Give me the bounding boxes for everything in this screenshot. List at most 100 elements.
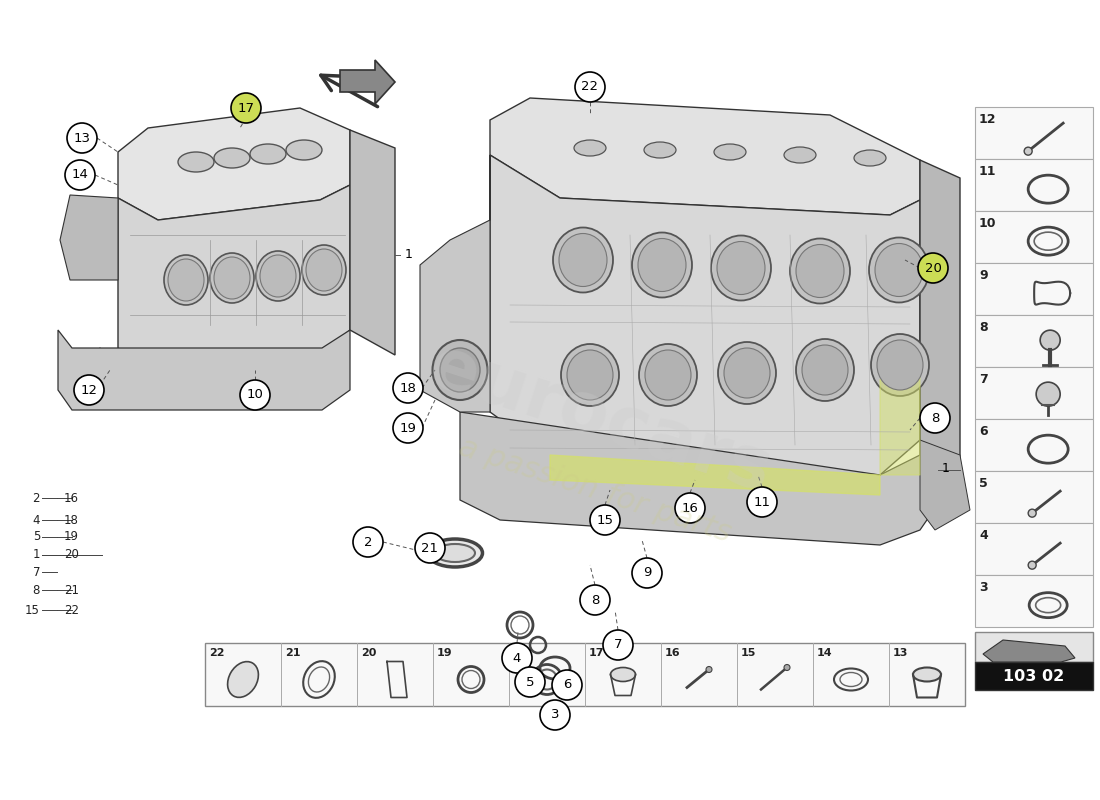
Text: 2: 2 [364,535,372,549]
Text: 16: 16 [682,502,698,514]
Polygon shape [60,348,140,400]
Circle shape [603,630,632,660]
Text: 22: 22 [64,603,79,617]
Text: 19: 19 [437,648,452,658]
Text: 18: 18 [513,648,528,658]
Ellipse shape [644,142,676,158]
Bar [975,575,1093,627]
Ellipse shape [434,544,475,562]
Circle shape [67,123,97,153]
Circle shape [231,93,261,123]
Bar [975,211,1093,263]
Text: 12: 12 [80,383,98,397]
Ellipse shape [302,245,346,295]
Polygon shape [920,160,960,490]
Circle shape [1024,147,1032,155]
Text: 11: 11 [754,495,770,509]
Polygon shape [118,185,350,370]
Ellipse shape [854,150,886,166]
Ellipse shape [214,148,250,168]
Circle shape [502,643,532,673]
Polygon shape [350,130,395,355]
Text: 20: 20 [64,549,79,562]
Ellipse shape [210,253,254,303]
Text: 19: 19 [399,422,417,434]
Ellipse shape [714,144,746,160]
Circle shape [540,700,570,730]
Circle shape [74,375,104,405]
Circle shape [580,585,611,615]
Text: 8: 8 [591,594,600,606]
Circle shape [920,403,950,433]
Circle shape [1036,382,1060,406]
Text: 16: 16 [64,491,79,505]
Ellipse shape [871,334,930,396]
Text: 4: 4 [513,651,521,665]
Circle shape [1041,330,1060,350]
Ellipse shape [632,233,692,298]
Polygon shape [118,108,350,220]
Text: 1: 1 [942,462,950,474]
Text: 18: 18 [399,382,417,394]
Ellipse shape [913,667,940,682]
Text: 16: 16 [666,648,681,658]
Ellipse shape [178,152,215,172]
Polygon shape [490,98,920,215]
Text: 15: 15 [596,514,614,526]
Ellipse shape [574,140,606,156]
Bar [975,419,1093,471]
Ellipse shape [260,255,296,297]
Polygon shape [340,60,395,104]
Bar [975,159,1093,211]
Ellipse shape [802,345,848,395]
Text: 10: 10 [979,217,997,230]
Ellipse shape [711,235,771,301]
Text: 10: 10 [246,389,263,402]
Text: 21: 21 [64,583,79,597]
Text: 5: 5 [979,477,988,490]
Bar [205,643,965,706]
Circle shape [353,527,383,557]
Circle shape [918,253,948,283]
Ellipse shape [566,350,613,400]
Text: 8: 8 [931,411,939,425]
Ellipse shape [874,243,923,297]
Circle shape [415,533,446,563]
Bar [975,662,1093,690]
Ellipse shape [228,662,258,698]
Ellipse shape [796,245,844,298]
Text: 21: 21 [421,542,439,554]
Circle shape [575,72,605,102]
Text: 5: 5 [526,675,535,689]
Bar [975,367,1093,419]
Text: 13: 13 [74,131,90,145]
Ellipse shape [724,348,770,398]
Ellipse shape [306,249,342,291]
Bar [975,632,1093,662]
Circle shape [393,373,424,403]
Text: 9: 9 [979,269,988,282]
Polygon shape [60,195,118,280]
Text: 17: 17 [588,648,605,658]
Text: 22: 22 [209,648,224,658]
Circle shape [1028,509,1036,517]
Text: 7: 7 [979,373,988,386]
Ellipse shape [610,667,636,682]
Ellipse shape [869,238,929,302]
Ellipse shape [561,344,619,406]
Circle shape [590,505,620,535]
Ellipse shape [645,350,691,400]
Text: 14: 14 [817,648,833,658]
Text: a passion for parts: a passion for parts [455,432,735,548]
Ellipse shape [790,238,850,303]
Bar [975,471,1093,523]
Text: 19: 19 [64,530,79,543]
Text: 15: 15 [741,648,757,658]
Text: 8: 8 [33,583,40,597]
Text: 21: 21 [285,648,300,658]
Bar [975,107,1093,159]
Text: 4: 4 [33,514,40,526]
Text: 6: 6 [563,678,571,691]
Ellipse shape [214,257,250,299]
Polygon shape [490,155,920,475]
